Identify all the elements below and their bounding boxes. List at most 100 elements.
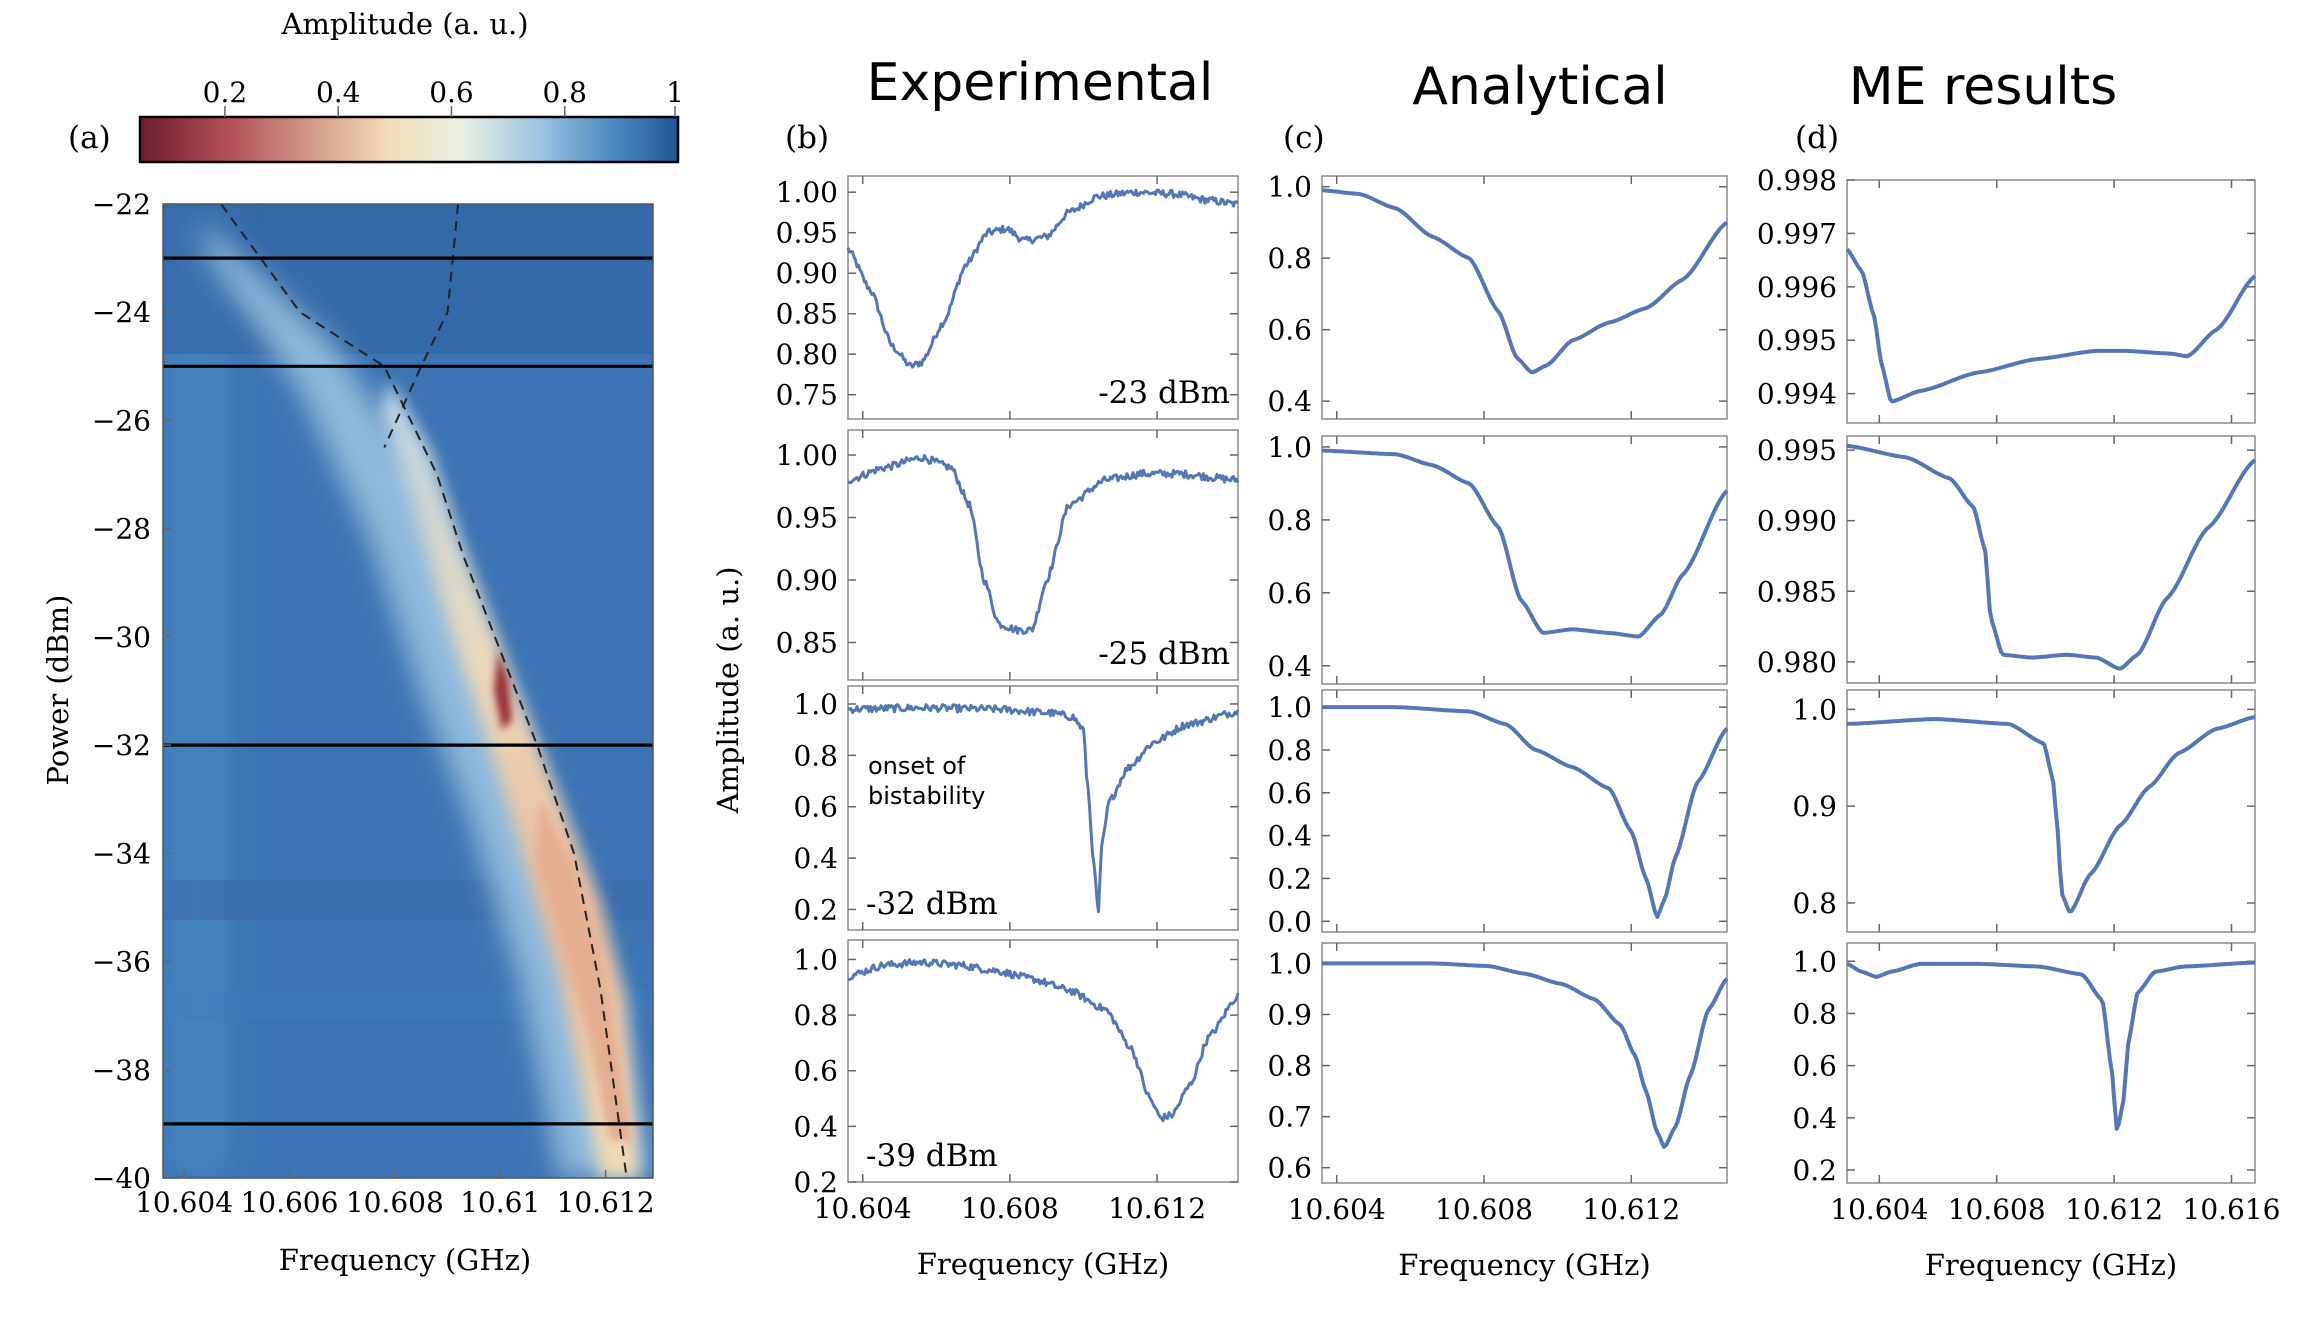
series-line [1322, 961, 1729, 1149]
colorbar: Amplitude (a. u.) 0.2 0.4 0.6 0.8 1 [138, 7, 684, 164]
subplot-d4: 1.0 0.8 0.6 0.4 0.2 10.604 10.608 10.612 10.616F… [1792, 942, 2281, 1282]
heatmap-x-tick-label: 10.608 [346, 1186, 444, 1219]
heatmap-y-tick-label: −30 [92, 621, 151, 654]
subplot-d2: 0.995 0.990 0.985 0.980 [1757, 434, 2257, 684]
heatmap-ylabel: Power (dBm) [41, 595, 75, 786]
colorbar-swatch [138, 115, 680, 164]
series-line [847, 958, 1240, 1123]
y-tick-label: 0.80 [776, 338, 838, 371]
subplot-d3: 1.0 0.9 0.8 [1792, 689, 2256, 933]
y-tick-label: 1.0 [793, 688, 838, 721]
heatmap-ridge-core [535, 800, 632, 1140]
heatmap-y-tick-label: −32 [92, 729, 151, 762]
heatmap-xlabel: Frequency (GHz) [279, 1243, 531, 1277]
heatmap-x-tick-label: 10.604 [135, 1186, 233, 1219]
y-tick-label: 0.6 [1267, 314, 1312, 347]
heatmap-halo [200, 220, 650, 1178]
series-line [847, 703, 1240, 914]
y-tick-label: 0.9 [1267, 998, 1312, 1031]
heatmap-field [163, 204, 653, 1178]
subplot-frame [1846, 942, 2256, 1184]
subplot-c1: 1.0 0.8 0.6 0.4 [1267, 171, 1729, 420]
colorbar-tick-label: 0.4 [316, 76, 361, 109]
series-line [1322, 705, 1729, 919]
y-tick-label: 0.6 [793, 1055, 838, 1088]
series-line [1322, 448, 1729, 639]
y-tick-label: 0.4 [1267, 650, 1312, 683]
power-annotation: -25 dBm [1098, 636, 1230, 672]
subplot-b1: 1.00 0.95 0.90 0.85 0.80 0.75 -23 dBm [776, 175, 1239, 420]
subplot-b3: 1.0 0.8 0.6 0.4 0.2 -32 dBm onset of bistabilit… [793, 685, 1240, 931]
colorbar-tick-label: 1 [666, 76, 684, 109]
y-tick-label: 0.6 [793, 791, 838, 824]
heatmap-x-tick-label: 10.61 [460, 1186, 540, 1219]
xlabel: Frequency (GHz) [917, 1247, 1169, 1281]
colorbar-label: Amplitude (a. u.) [280, 7, 528, 41]
xlabel: Frequency (GHz) [1925, 1248, 2177, 1282]
heatmap-y-tick-label: −40 [92, 1162, 151, 1195]
subplot-frame [847, 429, 1239, 681]
subplot-c3: 1.0 0.8 0.6 0.4 0.2 0.0 [1267, 689, 1729, 938]
y-tick-label: 0.4 [1267, 385, 1312, 418]
subplot-c4: 1.0 0.9 0.8 0.7 0.6 [1267, 942, 1729, 1185]
y-tick-label: 0.0 [1267, 905, 1312, 938]
subplot-frame [1321, 689, 1728, 933]
subplot-d1: 0.998 0.997 0.996 0.995 0.994 [1757, 164, 2257, 424]
subplot-c2: 1.0 0.8 0.6 0.4 [1267, 431, 1729, 685]
y-tick-label: 0.90 [776, 564, 838, 597]
y-tick-label: 0.8 [1267, 242, 1312, 275]
subplot-frame [847, 175, 1239, 420]
y-tick-label: 0.995 [1757, 434, 1837, 467]
colorbar-ticks: 0.2 0.4 0.6 0.8 1 [203, 76, 684, 117]
x-tick-label: 10.612 [1582, 1193, 1680, 1226]
x-tick-label: 10.604 [1830, 1193, 1928, 1226]
y-tick-label: 0.996 [1757, 271, 1837, 304]
y-tick-label: 1.0 [1267, 947, 1312, 980]
heatmap-x-tick-label: 10.606 [240, 1186, 338, 1219]
y-tick-label: 0.6 [1267, 1152, 1312, 1185]
heatmap-y-tick-label: −24 [92, 296, 151, 329]
y-tick-label: 0.85 [776, 298, 838, 331]
subplot-frame [847, 939, 1239, 1183]
heatmap-y-tick-label: −34 [92, 837, 151, 870]
x-tick-label: 10.604 [814, 1192, 912, 1225]
series-line [1845, 248, 2257, 404]
colorbar-tick-label: 0.2 [203, 76, 248, 109]
x-tick-label: 10.608 [961, 1192, 1059, 1225]
y-tick-label: 0.9 [1792, 790, 1837, 823]
heatmap-panel: −22−24−26−28−30−32−34−36−38−40 10.604 10.… [41, 188, 655, 1277]
y-tick-label: 0.4 [793, 1110, 838, 1143]
x-tick-label: 10.604 [1288, 1193, 1386, 1226]
panel-letter-a: (a) [68, 120, 111, 156]
x-tick-label: 10.612 [2065, 1193, 2163, 1226]
y-tick-label: 1.0 [1267, 691, 1312, 724]
heatmap-y-ticks: −22 −24 −26 −28 −30 −32 −34 −36 −38 −40 [92, 188, 171, 1195]
subplot-frame [1846, 179, 2256, 424]
y-tick-label: 0.75 [776, 379, 838, 412]
y-tick-label: 0.85 [776, 627, 838, 660]
series-line [1846, 443, 2257, 671]
heatmap-y-tick-label: −36 [92, 946, 151, 979]
power-annotation: -23 dBm [1098, 375, 1230, 411]
y-tick-label: 0.4 [1792, 1102, 1837, 1135]
heatmap-y-tick-label: −28 [92, 513, 151, 546]
subplot-b4: 1.0 0.8 0.6 0.4 0.210.604 10.608 10.612 -39 dBm… [793, 939, 1240, 1281]
bistability-note: onset of bistability [868, 752, 985, 810]
y-tick-label: 0.990 [1757, 505, 1837, 538]
heatmap-y-tick-label: −22 [92, 188, 151, 221]
y-tick-label: 0.95 [776, 502, 838, 535]
series-line [1846, 715, 2256, 914]
y-tick-label: 0.8 [1267, 734, 1312, 767]
colorbar-tick-label: 0.8 [542, 76, 587, 109]
bistability-note-line: onset of [868, 752, 966, 780]
heatmap-y-tick-label: −26 [92, 404, 151, 437]
series-line [846, 188, 1239, 369]
x-tick-label: 10.612 [1108, 1192, 1206, 1225]
panel-letter-d: (d) [1795, 120, 1839, 156]
xlabel-analytical: Frequency (GHz) [1398, 1248, 1650, 1282]
heatmap-minimum-spot [494, 650, 512, 730]
y-tick-label: 0.4 [793, 842, 838, 875]
heatmap-frame [162, 203, 654, 1179]
heatmap-x-tick-label: 10.612 [557, 1186, 655, 1219]
y-tick-label: 0.6 [1792, 1050, 1837, 1083]
